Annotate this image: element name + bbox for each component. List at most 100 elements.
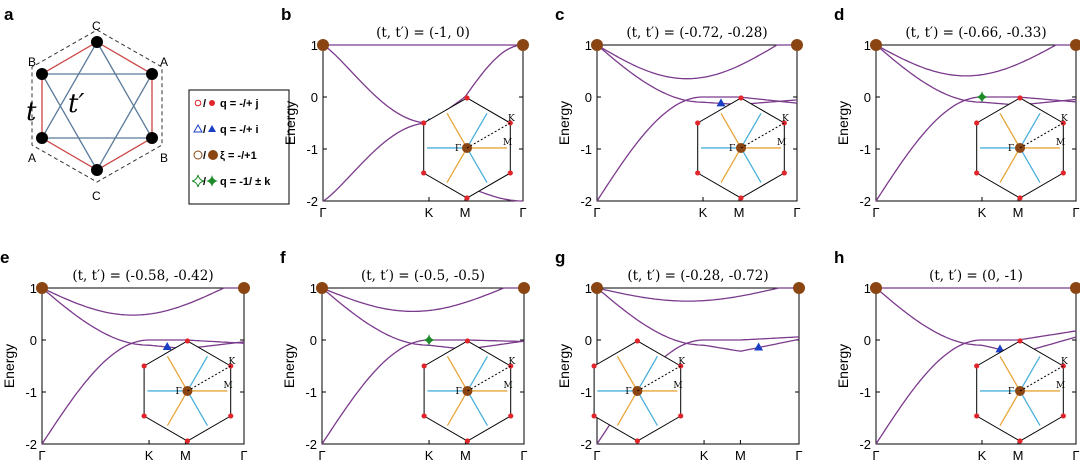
field-arrow bbox=[186, 355, 209, 392]
x-tick-label: K bbox=[145, 448, 154, 463]
gamma-label: Γ bbox=[729, 144, 735, 154]
panel-label-b: b bbox=[281, 5, 291, 24]
site-label-top: C bbox=[92, 19, 101, 33]
red-hexagon-t-bonds bbox=[41, 41, 153, 171]
gamma-point-marker bbox=[591, 282, 603, 294]
y-tick-label: -1 bbox=[306, 142, 318, 157]
svg-text:/: / bbox=[203, 150, 206, 162]
field-arrow bbox=[999, 390, 1021, 426]
panel-label-f: f bbox=[280, 248, 286, 267]
legend-box bbox=[188, 89, 290, 205]
y-tick-label: -2 bbox=[306, 194, 318, 209]
band-line bbox=[321, 287, 525, 350]
field-arrow bbox=[636, 355, 658, 392]
m-label: M bbox=[777, 138, 786, 148]
y-tick-label: -1 bbox=[859, 142, 871, 157]
bz-path-line bbox=[1019, 122, 1064, 149]
band-line bbox=[41, 339, 245, 445]
k-label: K bbox=[508, 114, 515, 124]
x-tick-label: Γ bbox=[520, 448, 527, 463]
site-label-bottom: C bbox=[92, 189, 101, 203]
brillouin-zone-inset: Γ K M bbox=[695, 95, 789, 201]
field-arrow bbox=[999, 147, 1021, 183]
legend-entry-brown: / ξ = -/+1 bbox=[193, 150, 257, 162]
bz-path-line bbox=[637, 365, 681, 392]
y-tick-label: 0 bbox=[864, 333, 871, 348]
y-tick-label: -1 bbox=[305, 385, 317, 400]
k-label: K bbox=[678, 357, 685, 367]
site-label-upper-right: A bbox=[160, 55, 168, 69]
brillouin-zone-inset: Γ K M bbox=[421, 338, 515, 444]
lattice-site bbox=[146, 132, 158, 144]
red-dot-icon bbox=[209, 100, 215, 106]
y-axis-label: Energy bbox=[556, 101, 572, 145]
bz-marker bbox=[464, 95, 470, 101]
panel-label-h: h bbox=[834, 248, 844, 267]
y-tick-label: 0 bbox=[585, 333, 592, 348]
x-tick-label: Γ bbox=[319, 205, 326, 220]
k-label: K bbox=[228, 357, 235, 367]
panel-title: (t, t′) = (-1, 0) bbox=[376, 25, 470, 41]
gamma-label: Γ bbox=[175, 387, 181, 397]
bz-path-line bbox=[467, 365, 511, 392]
legend-text-red: q = -/+ j bbox=[220, 98, 259, 110]
gamma-point-marker bbox=[870, 39, 882, 51]
lattice-site bbox=[91, 164, 103, 176]
panel-label-a: a bbox=[4, 5, 14, 24]
bz-marker bbox=[1017, 195, 1023, 201]
bz-marker bbox=[464, 438, 471, 444]
bz-marker bbox=[1017, 95, 1023, 101]
gamma-point-marker bbox=[870, 282, 882, 294]
gamma-point-marker bbox=[518, 282, 530, 294]
panel-label-c: c bbox=[555, 5, 564, 24]
panel-label-e: e bbox=[0, 248, 9, 267]
y-axis-label: Energy bbox=[281, 344, 297, 388]
k-label: K bbox=[1061, 114, 1068, 124]
y-tick-label: 1 bbox=[864, 281, 871, 296]
legend-text-brown: ξ = -/+1 bbox=[220, 150, 257, 162]
band-line bbox=[875, 287, 1077, 355]
bz-marker bbox=[1017, 438, 1023, 444]
band-line bbox=[875, 44, 1077, 106]
bz-marker bbox=[1060, 413, 1066, 419]
legend-text-green: q = -1/ ± k bbox=[220, 176, 271, 188]
x-tick-label: M bbox=[460, 205, 471, 220]
m-label: M bbox=[1056, 138, 1065, 148]
panel-title: (t, t′) = (-0.28, -0.72) bbox=[627, 268, 768, 284]
y-tick-label: -1 bbox=[580, 142, 592, 157]
x-tick-label: M bbox=[1013, 205, 1024, 220]
field-arrow bbox=[1019, 390, 1041, 426]
bz-marker bbox=[464, 338, 471, 344]
gamma-point-marker bbox=[1070, 282, 1080, 294]
panel-label-d: d bbox=[834, 5, 844, 24]
field-arrow bbox=[186, 390, 209, 426]
open-red-dot-icon bbox=[194, 99, 202, 107]
green-star-icon bbox=[206, 175, 218, 187]
field-arrow bbox=[1019, 355, 1041, 392]
field-arrow bbox=[616, 390, 638, 426]
m-label: M bbox=[223, 381, 232, 391]
y-tick-label: 0 bbox=[310, 333, 317, 348]
svg-text:/: / bbox=[203, 124, 206, 136]
x-tick-label: K bbox=[425, 205, 434, 220]
k-label: K bbox=[508, 357, 515, 367]
bz-marker bbox=[508, 413, 514, 419]
bz-marker bbox=[738, 95, 744, 101]
band-line bbox=[596, 96, 798, 202]
bz-marker bbox=[184, 338, 191, 344]
band-line bbox=[321, 339, 525, 445]
degeneracy-marker bbox=[716, 98, 726, 107]
field-arrow bbox=[466, 147, 488, 183]
y-tick-label: 0 bbox=[585, 90, 592, 105]
field-arrow bbox=[466, 112, 488, 149]
triangle-tp-bonds-1 bbox=[40, 40, 154, 139]
bz-marker bbox=[421, 170, 427, 176]
x-tick-label: M bbox=[735, 448, 746, 463]
y-tick-label: -2 bbox=[305, 437, 317, 452]
brillouin-zone-inset: Γ K M bbox=[141, 338, 235, 444]
y-tick-label: -2 bbox=[859, 437, 871, 452]
legend-entry-blue: / q = -/+ i bbox=[193, 123, 259, 136]
